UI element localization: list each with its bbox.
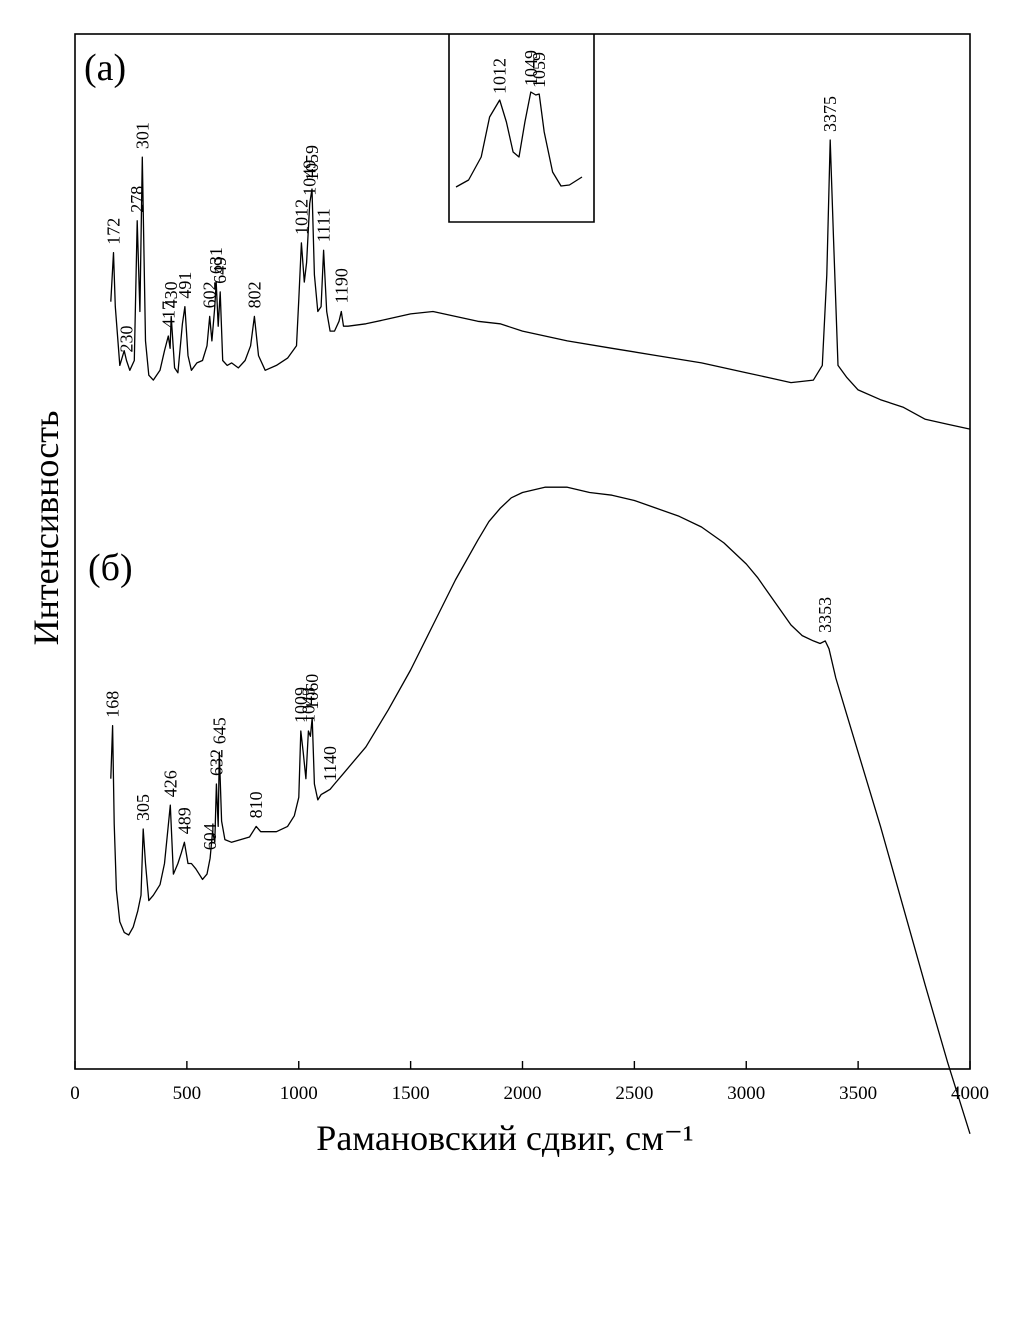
x-tick-label-1000: 1000: [280, 1083, 318, 1104]
peak-label-0-1190: 1190: [331, 268, 351, 303]
peak-label-0-301: 301: [132, 122, 152, 149]
x-tick-label-4000: 4000: [951, 1083, 989, 1104]
peak-label-1-645: 645: [209, 717, 229, 744]
plot-frame: [74, 33, 971, 1070]
peak-label-1-604: 604: [200, 823, 220, 850]
inset-peak-label-1012: 1012: [490, 58, 510, 94]
peak-label-0-230: 230: [117, 326, 137, 353]
spectra-layer: [110, 139, 971, 1134]
spectrum-line-1: [110, 486, 971, 1134]
peak-label-0-1059: 1059: [302, 145, 322, 181]
inset-peak-label-1059: 1059: [529, 52, 549, 88]
peak-label-1-1140: 1140: [320, 746, 340, 781]
x-tick-label-2500: 2500: [615, 1083, 653, 1104]
peak-label-0-278: 278: [127, 186, 147, 213]
peak-label-0-491: 491: [175, 272, 195, 299]
inset-spectrum-line: [455, 91, 583, 188]
x-axis-title: Рамановский сдвиг, см⁻¹: [316, 1118, 693, 1158]
peak-label-0-172: 172: [104, 218, 124, 245]
peak-label-1-1060: 1060: [302, 674, 322, 710]
peak-label-0-631: 631: [206, 247, 226, 274]
peak-label-0-417: 417: [158, 301, 178, 328]
peak-label-1-489: 489: [174, 807, 194, 834]
peak-label-0-1111: 1111: [314, 208, 334, 242]
peak-label-0-1012: 1012: [291, 199, 311, 235]
x-tick-label-2000: 2000: [504, 1083, 542, 1104]
peak-label-0-430: 430: [161, 281, 181, 308]
x-tick-label-1500: 1500: [392, 1083, 430, 1104]
peak-label-0-602: 602: [200, 281, 220, 308]
spectrum-line-0: [110, 139, 971, 430]
inset-frame: [448, 34, 595, 223]
panel-label-b: (б): [88, 547, 133, 589]
peak-label-1-1043: 1043: [298, 687, 318, 723]
x-tick-label-3500: 3500: [839, 1083, 877, 1104]
x-axis-ticks: 0 500 1000 1500 2000 2500 3000 3500 4000: [70, 1061, 989, 1104]
peak-label-0-1049: 1049: [300, 160, 320, 196]
peak-label-1-1009: 1009: [291, 687, 311, 723]
peak-label-1-810: 810: [246, 791, 266, 818]
peak-label-0-649: 649: [210, 257, 230, 284]
panel-label-a: (a): [84, 47, 126, 89]
peak-label-0-3375: 3375: [820, 96, 840, 132]
inset-peak-label-1049: 1049: [521, 50, 541, 86]
x-tick-label-500: 500: [173, 1083, 202, 1104]
peak-label-1-305: 305: [133, 794, 153, 821]
peak-label-1-168: 168: [103, 691, 123, 718]
peak-label-1-632: 632: [206, 749, 226, 776]
x-tick-label-0: 0: [70, 1083, 80, 1104]
y-axis-title: Интенсивность: [26, 411, 66, 646]
peak-label-1-426: 426: [160, 770, 180, 797]
peak-label-1-3353: 3353: [815, 597, 835, 633]
x-tick-label-3000: 3000: [727, 1083, 765, 1104]
peak-label-0-802: 802: [244, 281, 264, 308]
